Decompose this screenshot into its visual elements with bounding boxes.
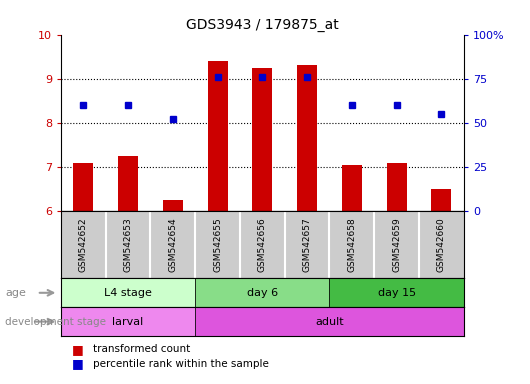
- Text: GSM542652: GSM542652: [79, 217, 88, 272]
- Bar: [252, 68, 272, 211]
- Bar: [195, 278, 330, 307]
- Text: GSM542657: GSM542657: [303, 217, 312, 272]
- Text: age: age: [5, 288, 26, 298]
- Bar: [297, 65, 317, 211]
- Text: GSM542655: GSM542655: [213, 217, 222, 272]
- Text: percentile rank within the sample: percentile rank within the sample: [93, 359, 269, 369]
- Text: GSM542659: GSM542659: [392, 217, 401, 272]
- Text: larval: larval: [112, 316, 144, 327]
- Bar: [195, 307, 464, 336]
- Bar: [61, 278, 195, 307]
- Text: L4 stage: L4 stage: [104, 288, 152, 298]
- Text: transformed count: transformed count: [93, 344, 190, 354]
- Text: GSM542654: GSM542654: [169, 217, 178, 272]
- Text: day 15: day 15: [377, 288, 416, 298]
- Text: GSM542656: GSM542656: [258, 217, 267, 272]
- Text: ■: ■: [72, 358, 83, 371]
- Text: GSM542658: GSM542658: [347, 217, 356, 272]
- Text: GSM542660: GSM542660: [437, 217, 446, 272]
- Bar: [118, 156, 138, 211]
- Title: GDS3943 / 179875_at: GDS3943 / 179875_at: [186, 18, 339, 32]
- Bar: [73, 163, 93, 211]
- Bar: [386, 163, 407, 211]
- Bar: [163, 200, 183, 211]
- Text: development stage: development stage: [5, 316, 107, 327]
- Bar: [330, 278, 464, 307]
- Bar: [61, 307, 195, 336]
- Text: adult: adult: [315, 316, 344, 327]
- Bar: [342, 165, 362, 211]
- Text: ■: ■: [72, 343, 83, 356]
- Text: GSM542653: GSM542653: [123, 217, 132, 272]
- Bar: [431, 189, 452, 211]
- Bar: [208, 61, 228, 211]
- Text: day 6: day 6: [247, 288, 278, 298]
